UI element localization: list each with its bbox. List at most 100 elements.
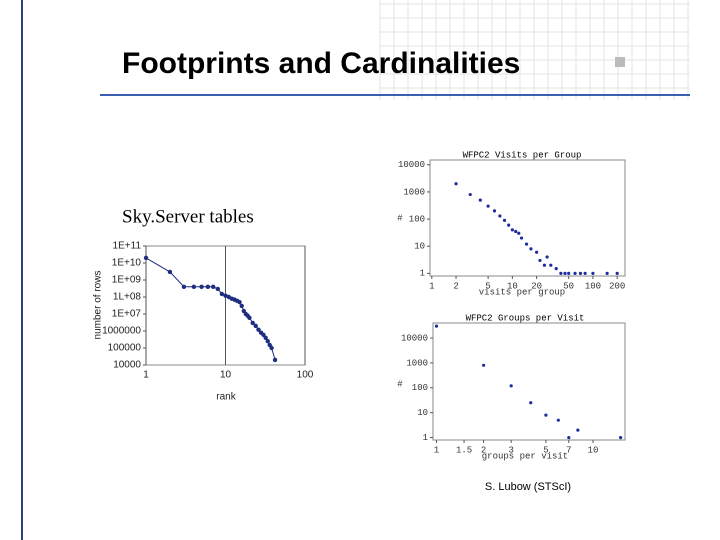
y-tick-label: 1 <box>420 269 425 279</box>
data-point <box>519 236 524 240</box>
x-tick-label: 1 <box>143 370 149 381</box>
data-point <box>478 198 482 202</box>
y-tick-label: 1 <box>423 433 428 443</box>
x-tick-label: 1.5 <box>456 445 472 455</box>
data-point <box>468 192 472 197</box>
decor-square <box>615 57 625 67</box>
data-point <box>223 293 228 298</box>
chart: Sky.Server tables 1E+11 1E+10 1E+09 1L+08 1E+… <box>93 206 314 402</box>
data-point <box>181 284 187 289</box>
data-point <box>605 271 609 275</box>
data-point <box>253 323 258 329</box>
data-point <box>454 182 458 186</box>
y-tick-label: 1E+07 <box>112 309 142 320</box>
data-point <box>261 332 266 337</box>
data-point <box>239 303 244 309</box>
data-point <box>591 271 595 275</box>
data-point <box>205 284 211 289</box>
decor-grid <box>379 0 690 100</box>
y-axis-label: number of rows <box>93 271 104 340</box>
data-point <box>191 284 197 289</box>
data-point <box>545 255 549 259</box>
plot-area <box>432 322 626 441</box>
data-point <box>269 345 274 351</box>
data-point <box>567 435 571 440</box>
chart: WFPC2 Groups per Visit 10000 1000 100 10 11 1.… <box>397 313 626 461</box>
x-axis-label: rank <box>216 392 236 403</box>
y-tick-label: 1000 <box>403 187 425 197</box>
data-point <box>559 271 563 275</box>
data-point <box>619 435 623 440</box>
data-point <box>256 327 261 332</box>
x-tick-label: 2 <box>481 445 486 455</box>
data-point <box>529 247 533 251</box>
data-point <box>482 363 486 367</box>
y-axis-label: # <box>397 213 403 223</box>
data-point <box>143 255 149 261</box>
data-point <box>524 242 529 246</box>
y-tick-label: 10 <box>417 408 428 418</box>
data-point <box>263 335 268 340</box>
data-point <box>556 418 560 422</box>
x-tick-label: 5 <box>485 281 490 291</box>
x-tick-label: 200 <box>609 281 625 291</box>
chart: WFPC2 Visits per Group 10000 1000 100 10 11 2 5… <box>397 150 626 297</box>
plot-area <box>429 159 626 277</box>
x-tick-label: 50 <box>563 281 574 291</box>
slide-title: Footprints and Cardinalities <box>122 47 520 80</box>
data-point <box>542 263 547 267</box>
data-point <box>272 357 278 363</box>
data-point <box>544 413 548 417</box>
data-point <box>247 315 252 320</box>
y-tick-label: 1E+09 <box>112 275 142 286</box>
x-tick-label: 10 <box>220 370 232 381</box>
x-tick-label: 100 <box>585 281 601 291</box>
data-point <box>567 271 571 275</box>
y-axis-label: # <box>397 379 403 389</box>
data-point <box>535 250 539 254</box>
data-point <box>615 271 619 275</box>
x-tick-label: 10 <box>507 281 518 291</box>
y-tick-label: 100 <box>412 383 428 393</box>
data-point <box>578 271 583 275</box>
data-point <box>486 204 490 208</box>
x-axis-label: groups per visit <box>482 451 568 461</box>
y-tick-label: 10000 <box>113 360 141 371</box>
y-tick-label: 1E+10 <box>112 258 142 269</box>
chart-title: WFPC2 Groups per Visit <box>466 313 585 323</box>
x-tick-label: 20 <box>531 281 542 291</box>
data-point <box>219 291 225 297</box>
data-point <box>199 284 204 289</box>
y-tick-label: 1000000 <box>102 326 141 337</box>
data-point <box>576 428 580 432</box>
data-point <box>215 286 220 292</box>
data-point <box>167 269 173 275</box>
data-point <box>265 339 270 344</box>
credit: S. Lubow (STScI) <box>485 481 571 493</box>
x-tick-label: 7 <box>566 445 571 455</box>
y-tick-label: 100000 <box>108 343 142 354</box>
x-tick-label: 1 <box>434 445 439 455</box>
x-tick-label: 3 <box>508 445 513 455</box>
y-tick-label: 1E+11 <box>113 241 142 252</box>
data-point <box>583 271 587 275</box>
x-axis-label: visits per group <box>479 287 565 297</box>
y-tick-label: 10 <box>414 242 425 252</box>
x-tick-label: 100 <box>297 370 314 381</box>
data-point <box>563 271 567 275</box>
y-tick-label: 100 <box>409 214 425 224</box>
y-tick-label: 10000 <box>401 333 428 343</box>
data-point <box>250 320 255 326</box>
data-point <box>573 271 577 275</box>
chart-title: WFPC2 Visits per Group <box>463 150 582 160</box>
x-tick-label: 2 <box>453 281 458 291</box>
data-point <box>434 324 439 328</box>
data-point <box>237 299 242 305</box>
data-point <box>529 401 533 405</box>
data-point <box>514 229 518 234</box>
data-point <box>549 263 553 267</box>
data-point <box>509 384 513 388</box>
x-tick-label: 1 <box>429 281 434 291</box>
data-point <box>498 214 502 218</box>
